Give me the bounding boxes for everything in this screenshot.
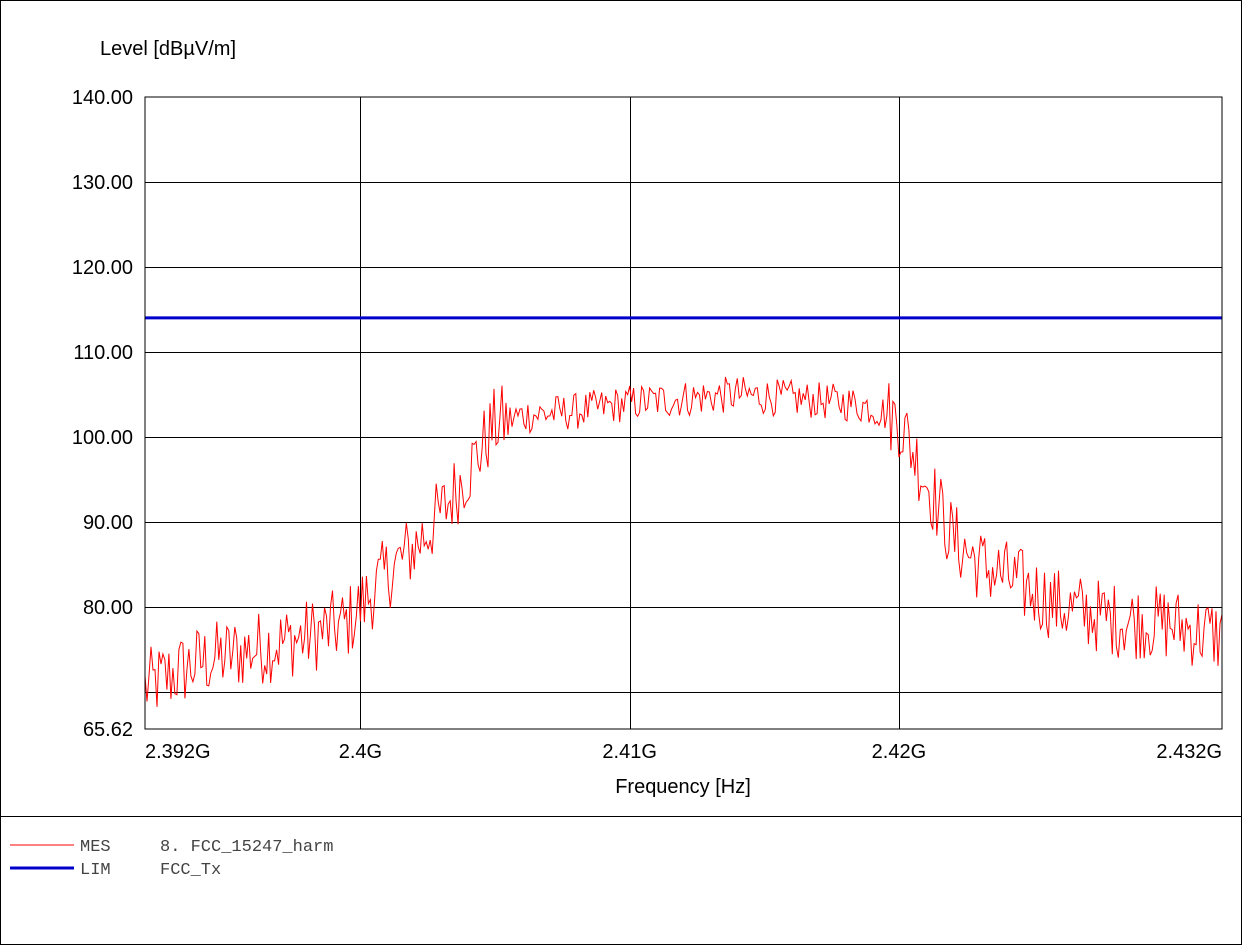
legend-item-lim: LIM FCC_Tx	[10, 861, 221, 880]
series-layer	[144, 316, 1223, 707]
legend: MES 8. FCC_15247_harm LIM FCC_Tx	[10, 838, 333, 880]
plot-border	[144, 96, 1223, 730]
y-tick-labels: 140.00 130.00 120.00 110.00 100.00 90.00 80.00…	[72, 87, 133, 741]
legend-type-lim: LIM	[80, 861, 111, 880]
y-axis-label: Level [dBµV/m]	[100, 38, 236, 60]
grid	[145, 97, 1222, 729]
x-tick-label: 2.41G	[602, 741, 656, 763]
x-tick-label: 2.432G	[1156, 741, 1222, 763]
y-tick-label: 100.00	[72, 427, 133, 449]
y-tick-label: 65.62	[83, 719, 133, 741]
x-tick-label: 2.4G	[339, 741, 382, 763]
y-tick-label: 140.00	[72, 87, 133, 109]
x-tick-label: 2.392G	[145, 741, 211, 763]
y-tick-label: 80.00	[83, 597, 133, 619]
y-tick-label: 90.00	[83, 512, 133, 534]
x-tick-labels: 2.392G 2.4G 2.41G 2.42G 2.432G	[145, 741, 1222, 763]
series-line-mes	[144, 376, 1223, 707]
legend-item-mes: MES 8. FCC_15247_harm	[10, 838, 333, 857]
y-tick-label: 120.00	[72, 257, 133, 279]
legend-label-mes: 8. FCC_15247_harm	[160, 838, 333, 857]
legend-type-mes: MES	[80, 838, 111, 857]
x-tick-label: 2.42G	[872, 741, 926, 763]
x-axis-label: Frequency [Hz]	[615, 776, 751, 798]
y-tick-label: 130.00	[72, 172, 133, 194]
y-tick-label: 110.00	[73, 342, 133, 364]
legend-label-lim: FCC_Tx	[160, 861, 221, 880]
